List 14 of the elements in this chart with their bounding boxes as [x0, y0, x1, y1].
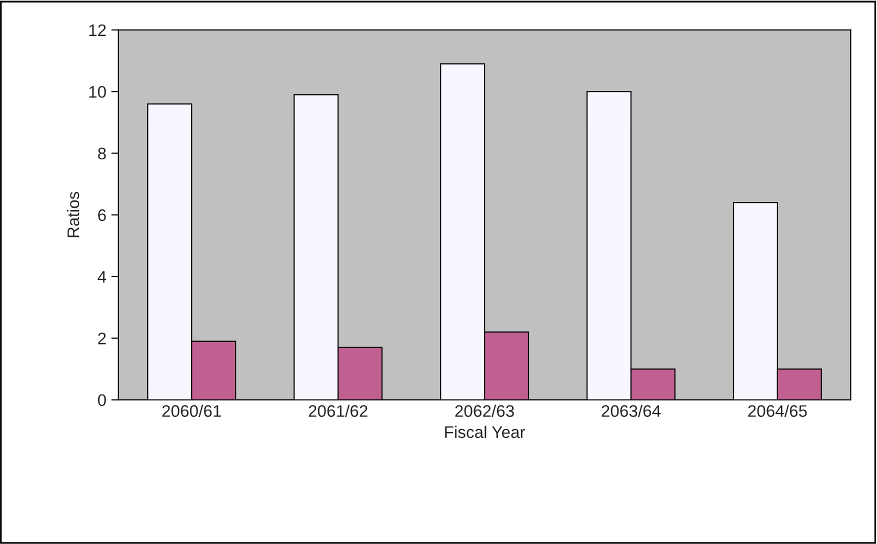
x-axis-title: Fiscal Year	[445, 426, 526, 438]
x-tick-label: 2064/65	[748, 404, 807, 417]
y-tick-label: 12	[89, 24, 106, 36]
y-tick-label: 4	[98, 271, 106, 283]
y-tick-label: 2	[98, 332, 106, 344]
y-tick-label: 8	[98, 148, 106, 160]
y-tick-label: 0	[98, 394, 106, 406]
x-tick-label: 2063/64	[602, 404, 661, 417]
x-tick-label: 2062/63	[455, 404, 514, 417]
x-tick-label: 2060/61	[162, 404, 221, 417]
y-tick-label: 6	[98, 209, 106, 222]
x-tick-label: 2061/62	[308, 404, 368, 417]
y-tick-label: 10	[89, 86, 106, 98]
y-axis-title: Ratios	[66, 192, 80, 238]
